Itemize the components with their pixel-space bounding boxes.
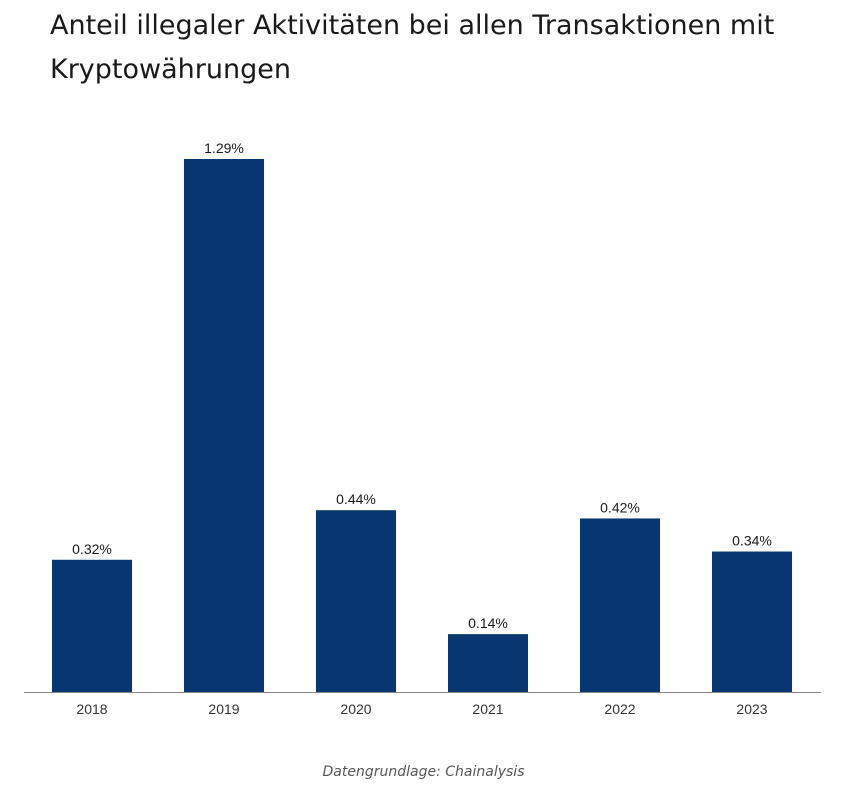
value-label-2019: 1.29% — [204, 140, 244, 156]
bar-2023 — [712, 551, 792, 692]
x-tick-labels-layer: 2018 2019 2020 2021 2022 2023 — [76, 701, 767, 717]
x-tick-label-2019: 2019 — [208, 701, 239, 717]
bar-2018 — [52, 559, 132, 692]
x-tick-label-2023: 2023 — [736, 701, 767, 717]
x-tick-label-2022: 2022 — [604, 701, 635, 717]
x-tick-label-2021: 2021 — [472, 701, 503, 717]
value-label-2021: 0.14% — [468, 615, 508, 631]
value-label-2022: 0.42% — [600, 499, 640, 515]
bar-2022 — [580, 518, 660, 692]
bar-2019 — [184, 159, 264, 692]
value-label-2023: 0.34% — [732, 533, 772, 549]
x-tick-label-2020: 2020 — [340, 701, 371, 717]
value-label-2020: 0.44% — [336, 491, 376, 507]
bars-layer — [52, 159, 792, 692]
source-note: Datengrundlage: Chainalysis — [322, 764, 525, 780]
value-labels-layer: 0.32% 1.29% 0.44% 0.14% 0.42% 0.34% — [72, 140, 772, 631]
value-label-2018: 0.32% — [72, 541, 112, 557]
bar-2021 — [448, 634, 528, 692]
x-tick-label-2018: 2018 — [76, 701, 107, 717]
bar-2020 — [316, 510, 396, 692]
chart-title: Anteil illegaler Aktivitäten bei allen T… — [50, 10, 775, 85]
